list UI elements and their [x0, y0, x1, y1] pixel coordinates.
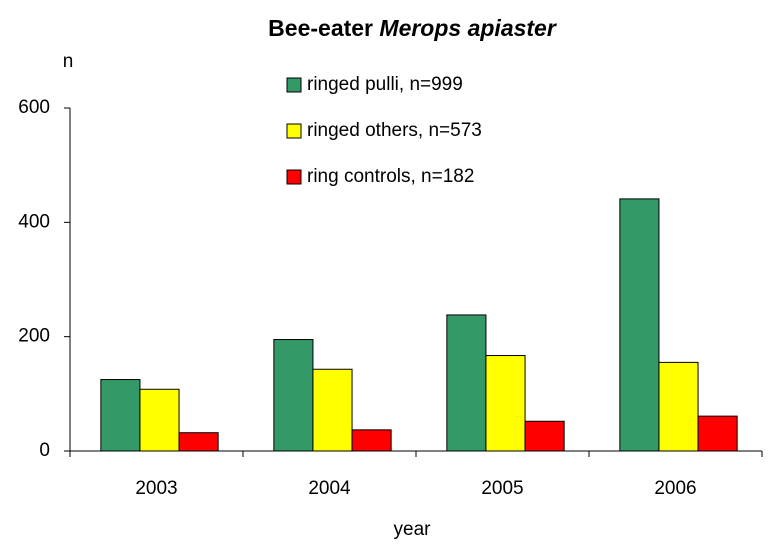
y-tick-label: 600 — [18, 97, 50, 118]
title-species: Merops apiaster — [379, 15, 556, 41]
bar — [312, 368, 353, 452]
legend-label: ringed pulli, n=999 — [307, 74, 463, 95]
legend-swatch — [286, 123, 302, 139]
title-main: Bee-eater — [268, 15, 373, 41]
bar — [697, 415, 738, 452]
bar — [351, 429, 392, 452]
bar — [619, 198, 660, 452]
x-tick-label: 2005 — [481, 478, 523, 499]
y-tick-label: 0 — [39, 440, 50, 461]
y-tick-label: 400 — [18, 211, 50, 232]
bar — [178, 432, 219, 452]
legend-swatch — [286, 169, 302, 185]
chart-title: Bee-eater Merops apiaster — [268, 15, 557, 41]
x-tick-label: 2003 — [135, 478, 177, 499]
x-tick-label: 2004 — [308, 478, 351, 499]
legend-label: ringed others, n=573 — [307, 120, 482, 141]
bar — [485, 355, 526, 452]
bar — [100, 379, 141, 452]
legend-label: ring controls, n=182 — [307, 166, 474, 187]
bar — [524, 420, 565, 452]
legend-swatch — [286, 77, 302, 93]
y-tick-label: 200 — [18, 326, 50, 347]
bar — [446, 314, 487, 452]
x-tick-label: 2006 — [654, 478, 696, 499]
bar — [658, 361, 699, 452]
bar — [139, 388, 180, 452]
y-axis-label: n — [63, 51, 74, 72]
bar — [273, 339, 314, 452]
x-axis-label: year — [394, 519, 432, 540]
